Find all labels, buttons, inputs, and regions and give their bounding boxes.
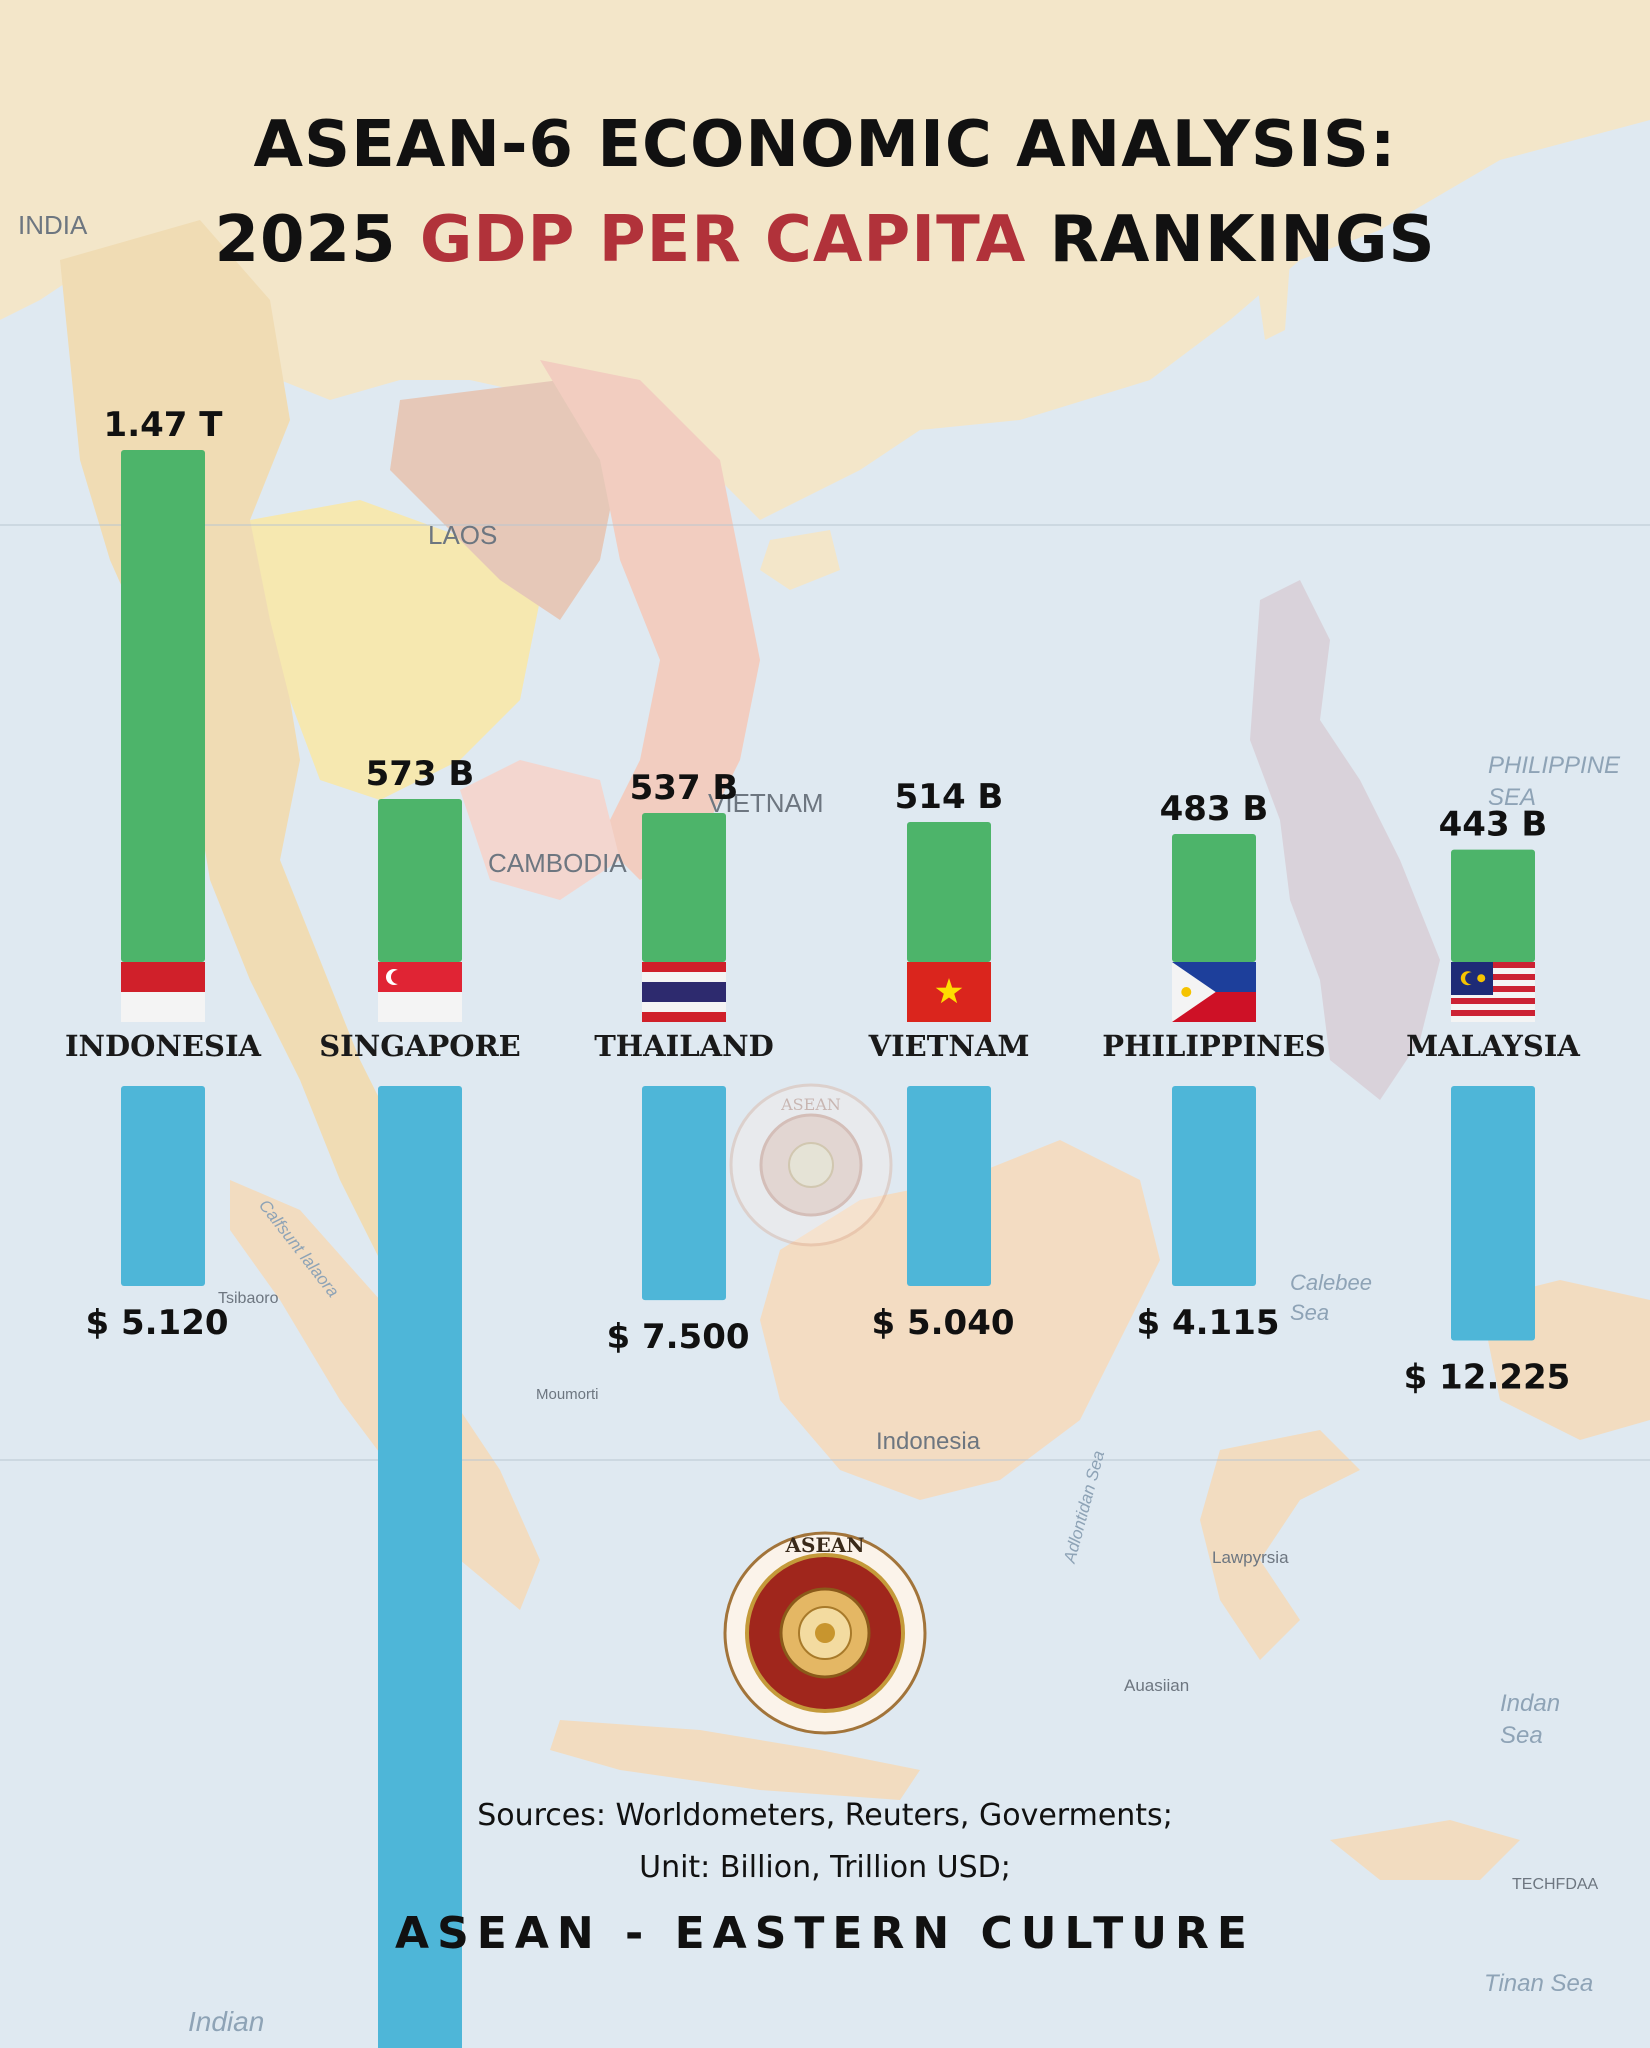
mainland-asia bbox=[0, 0, 1650, 520]
country-name-label: MALAYSIA bbox=[1406, 1029, 1580, 1063]
per-capita-value-label: $ 7.500 bbox=[606, 1317, 749, 1357]
title-line-2: 2025 GDP PER CAPITA RANKINGS bbox=[0, 190, 1650, 290]
title-line-1: ASEAN-6 ECONOMIC ANALYSIS: bbox=[253, 108, 1397, 182]
taiwan-island bbox=[1258, 250, 1290, 340]
map-label-auasiian: Auasiian bbox=[1124, 1676, 1190, 1695]
singapore-flag bbox=[378, 962, 462, 1022]
title-suffix: RANKINGS bbox=[1026, 203, 1436, 277]
gdp-value-label: 483 B bbox=[1160, 789, 1269, 829]
country-name-label: INDONESIA bbox=[65, 1029, 262, 1063]
map-label-moumorti: Moumorti bbox=[536, 1386, 599, 1403]
asean-seal: ASEAN bbox=[723, 1531, 927, 1735]
per-capita-bar bbox=[1451, 1086, 1535, 1341]
country-name-label: THAILAND bbox=[594, 1029, 774, 1063]
vietnam-landmass bbox=[540, 360, 760, 880]
per-capita-value-label: $ 5.120 bbox=[85, 1303, 228, 1343]
gdp-value-label: 537 B bbox=[630, 768, 739, 808]
gdp-bar bbox=[378, 799, 462, 962]
per-capita-value-label: $ 12.225 bbox=[1404, 1358, 1571, 1398]
hainan-island bbox=[760, 530, 840, 590]
per-capita-bar bbox=[121, 1086, 205, 1286]
asean-seal-watermark: ASEAN bbox=[729, 1083, 893, 1247]
philippines-flag bbox=[1172, 962, 1256, 1022]
per-capita-bar bbox=[907, 1086, 991, 1286]
map-label-lawpyrsia: Lawpyrsia bbox=[1212, 1548, 1289, 1567]
country-name-label: SINGAPORE bbox=[319, 1029, 521, 1063]
footer: Sources: Worldometers, Reuters, Govermen… bbox=[0, 1790, 1650, 1959]
timor-island bbox=[1330, 1820, 1520, 1880]
gdp-bar bbox=[1451, 849, 1535, 962]
title-prefix: 2025 bbox=[214, 203, 420, 277]
country-name-label: PHILIPPINES bbox=[1102, 1029, 1325, 1063]
map-label-india: INDIA bbox=[18, 210, 88, 240]
vietnam-flag bbox=[907, 962, 991, 1022]
per-capita-value-label: $ 5.040 bbox=[871, 1303, 1014, 1343]
gdp-value-label: 514 B bbox=[895, 777, 1004, 817]
sources-text: Sources: Worldometers, Reuters, Govermen… bbox=[477, 1798, 1173, 1833]
map-label-calebee-sea: Calebee Sea bbox=[1290, 1270, 1372, 1325]
per-capita-bar bbox=[1172, 1086, 1256, 1286]
gdp-bar bbox=[907, 821, 991, 962]
per-capita-bar bbox=[642, 1086, 726, 1301]
per-capita-bar bbox=[378, 1086, 462, 2048]
map-label-laos: LAOS bbox=[428, 520, 498, 550]
map-label-indian: Indian bbox=[188, 2006, 265, 2037]
map-label-tinan-sea: Tinan Sea bbox=[1484, 1970, 1594, 1997]
gdp-bar bbox=[642, 813, 726, 962]
java-landmass bbox=[550, 1720, 920, 1800]
philippines-landmass bbox=[1250, 580, 1440, 1100]
country-name-label: VIETNAM bbox=[868, 1029, 1030, 1063]
sulawesi-landmass bbox=[1200, 1430, 1360, 1660]
map-label-tsibaoro: Tsibaoro bbox=[218, 1290, 279, 1307]
seal-top-text: ASEAN bbox=[780, 1095, 841, 1114]
gdp-value-label: 1.47 T bbox=[104, 405, 224, 445]
title-accent: GDP PER CAPITA bbox=[419, 203, 1027, 277]
thailand-landmass bbox=[250, 500, 540, 800]
map-label-philippine-sea: PHILIPPINE SEA bbox=[1488, 752, 1621, 811]
map-label-indan-sea: Indan Sea bbox=[1500, 1690, 1561, 1749]
unit-text: Unit: Billion, Trillion USD; bbox=[639, 1850, 1011, 1885]
gdp-value-label: 573 B bbox=[366, 754, 475, 794]
map-label-indonesia: Indonesia bbox=[876, 1428, 981, 1455]
malaysia-flag bbox=[1451, 962, 1535, 1022]
gdp-value-label: 443 B bbox=[1439, 805, 1548, 845]
map-label-techfdaa: TECHFDAA bbox=[1512, 1876, 1599, 1893]
borneo-landmass bbox=[760, 1140, 1160, 1500]
thailand-flag bbox=[642, 962, 726, 1022]
map-label-cambodia: CAMBODIA bbox=[488, 848, 627, 878]
brand-text: ASEAN - EASTERN CULTURE bbox=[395, 1908, 1255, 1959]
map-label-vietnam: VIETNAM bbox=[708, 788, 824, 818]
per-capita-value-label: $ 4.115 bbox=[1136, 1303, 1279, 1343]
indonesia-flag bbox=[121, 962, 205, 1022]
gdp-bar bbox=[1172, 834, 1256, 962]
laos-landmass bbox=[390, 380, 620, 620]
page-title: ASEAN-6 ECONOMIC ANALYSIS: 2025 GDP PER … bbox=[0, 100, 1650, 290]
gdp-bar bbox=[121, 450, 205, 962]
cambodia-landmass bbox=[460, 760, 620, 900]
seal-top-text: ASEAN bbox=[784, 1533, 864, 1557]
